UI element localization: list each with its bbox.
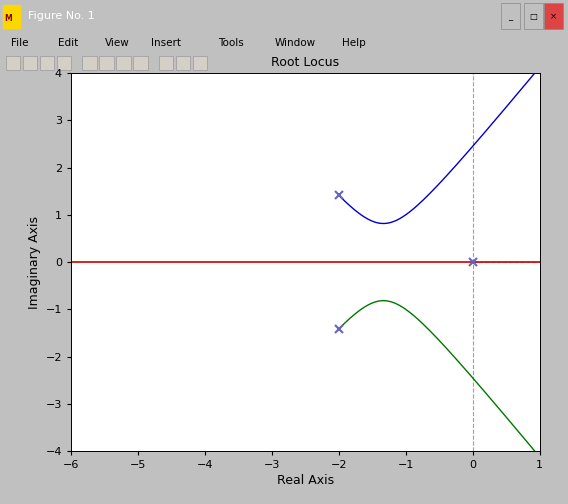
Text: File: File (11, 38, 29, 48)
Bar (57, 56, 71, 70)
Text: Insert: Insert (151, 38, 181, 48)
Bar (23, 56, 37, 70)
Bar (176, 56, 190, 70)
Bar (133, 56, 148, 70)
Bar (3, 5, 20, 28)
Bar (116, 56, 131, 70)
Text: □: □ (529, 12, 537, 21)
Bar (544, 4, 563, 29)
Y-axis label: Imaginary Axis: Imaginary Axis (28, 216, 41, 308)
Text: Edit: Edit (58, 38, 78, 48)
Bar (524, 4, 543, 29)
Bar (159, 56, 173, 70)
Title: Root Locus: Root Locus (272, 56, 339, 69)
Text: Window: Window (275, 38, 316, 48)
Text: Help: Help (342, 38, 366, 48)
Text: _: _ (508, 12, 513, 21)
Bar (40, 56, 54, 70)
Text: Figure No. 1: Figure No. 1 (28, 12, 95, 21)
Bar (501, 4, 520, 29)
Text: Tools: Tools (218, 38, 244, 48)
Text: ×: × (550, 12, 557, 21)
Text: M: M (5, 14, 12, 23)
Bar (82, 56, 97, 70)
Bar (99, 56, 114, 70)
Text: View: View (105, 38, 130, 48)
Bar (193, 56, 207, 70)
X-axis label: Real Axis: Real Axis (277, 474, 334, 487)
Bar (6, 56, 20, 70)
